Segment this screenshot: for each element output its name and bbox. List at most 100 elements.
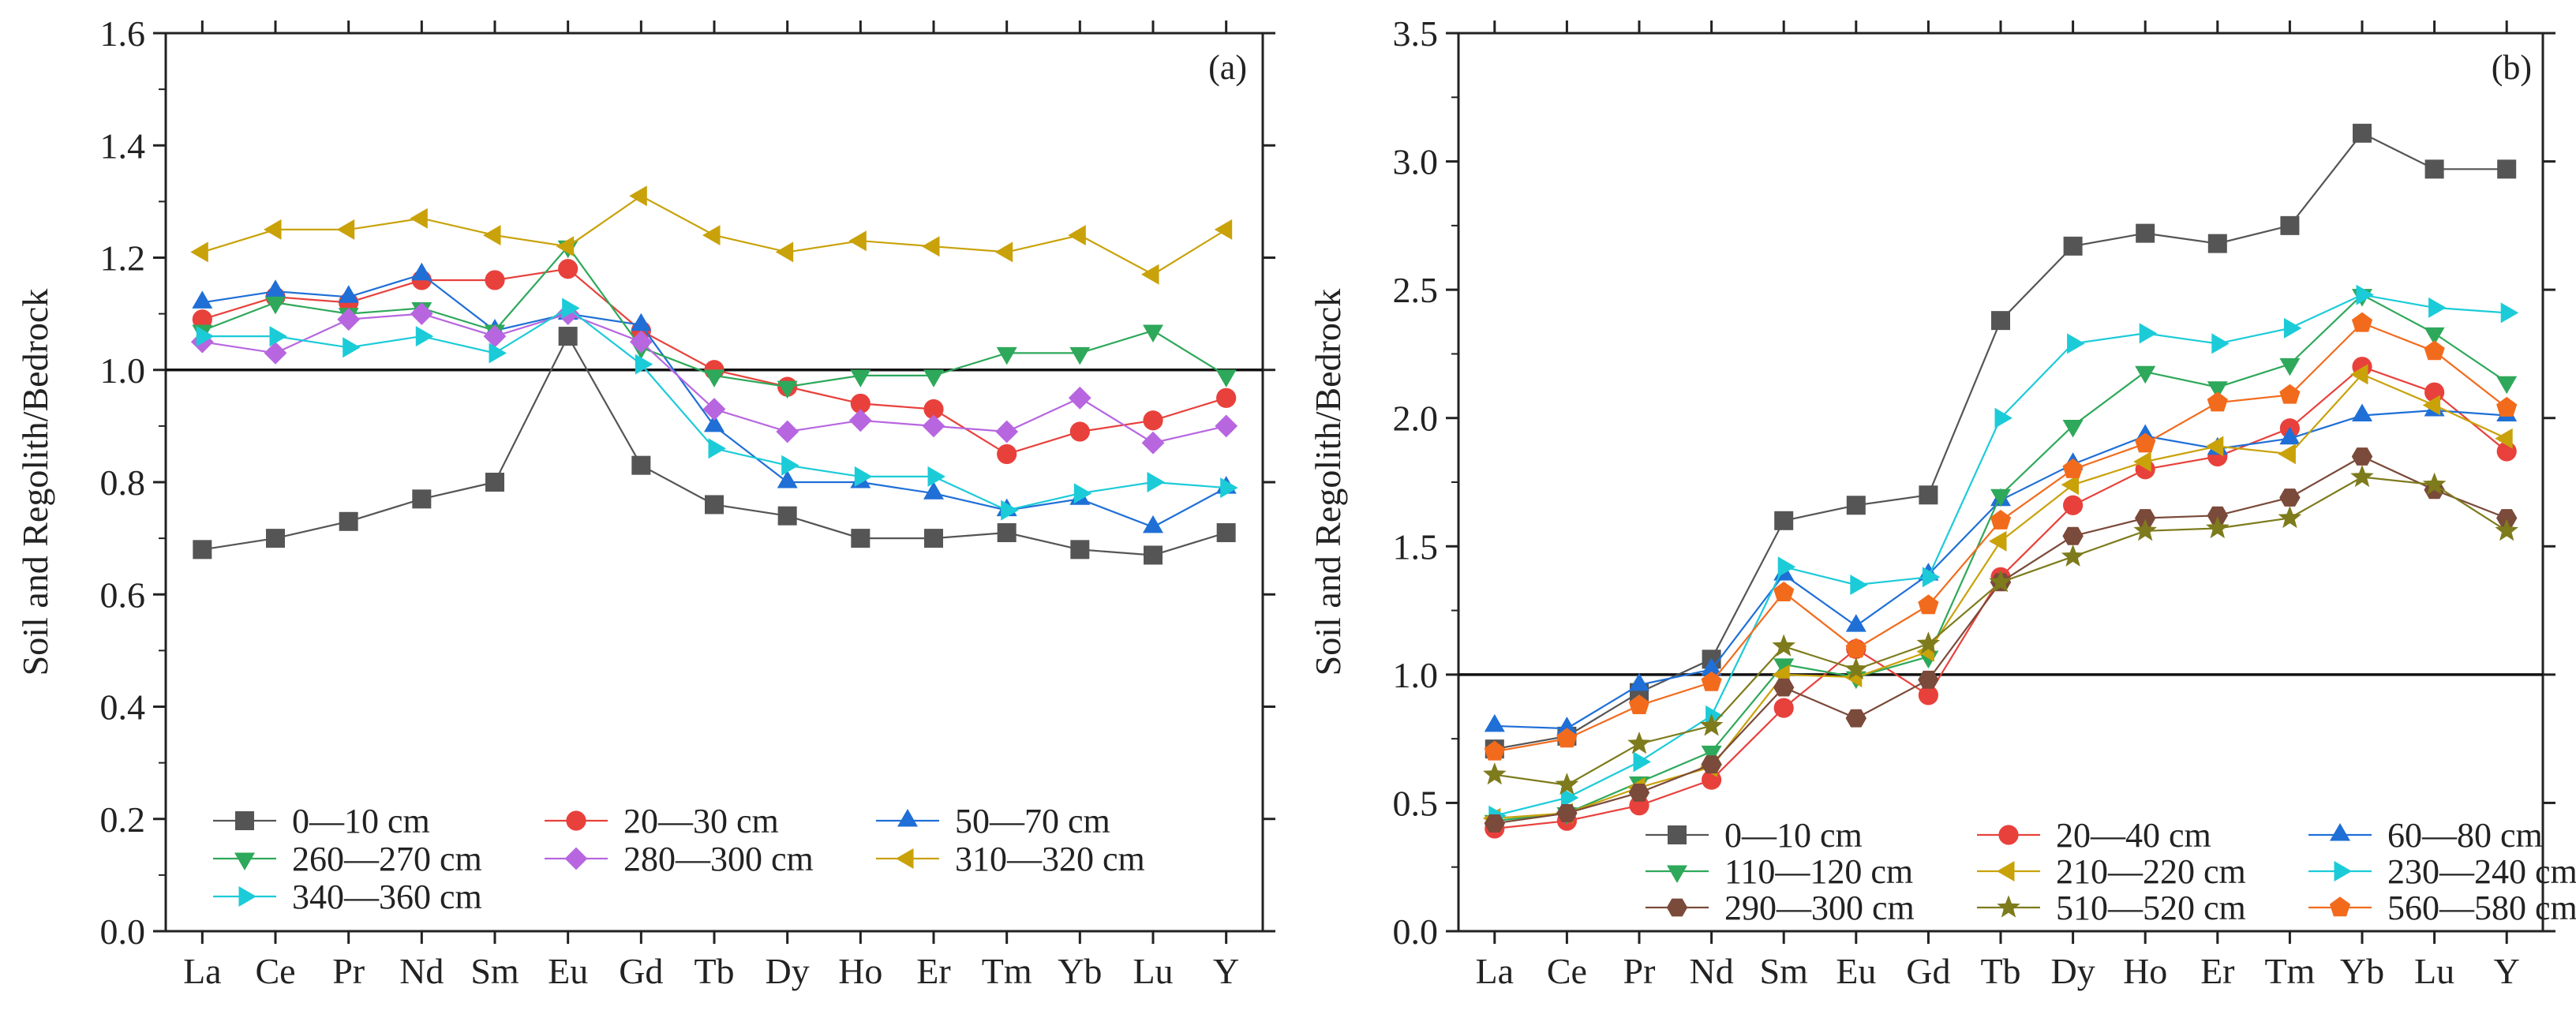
- x-tick-label: Pr: [332, 951, 365, 991]
- data-point: [2211, 333, 2230, 354]
- x-tick-label: Sm: [470, 951, 519, 991]
- data-point: [1143, 324, 1163, 342]
- plot-frame: [164, 32, 1264, 933]
- data-point: [635, 354, 653, 375]
- data-point: [1629, 672, 1649, 691]
- data-point: [2424, 340, 2445, 361]
- x-tick-label: Ho: [2123, 951, 2167, 991]
- legend-marker: [1666, 898, 1688, 917]
- data-point: [412, 489, 432, 509]
- data-point: [850, 393, 871, 414]
- data-point: [705, 495, 724, 515]
- data-point: [192, 309, 212, 330]
- x-tick-label: Tb: [1980, 951, 2020, 991]
- data-point: [2063, 236, 2083, 256]
- data-point: [485, 270, 505, 290]
- legend-marker: [1998, 825, 2019, 845]
- data-point: [343, 337, 361, 358]
- y-tick-label: 0.4: [100, 687, 146, 728]
- data-point: [1073, 483, 1092, 504]
- data-point: [556, 236, 575, 257]
- x-tick-label: La: [1476, 951, 1515, 991]
- x-tick-label: Tm: [2264, 951, 2315, 991]
- data-point: [1989, 570, 2012, 593]
- x-tick-label: Ce: [1547, 951, 1587, 991]
- data-point: [196, 326, 215, 347]
- data-point: [1144, 545, 1163, 565]
- data-point: [1845, 638, 1866, 658]
- data-point: [777, 380, 798, 399]
- y-tick-label: 0.0: [1393, 911, 1439, 952]
- data-point: [1845, 709, 1866, 728]
- data-point: [410, 302, 433, 325]
- data-point: [483, 225, 501, 245]
- x-tick-label: Tb: [694, 951, 734, 991]
- legend-marker: [2334, 861, 2352, 881]
- data-point: [704, 369, 724, 387]
- data-point: [1701, 745, 1722, 764]
- data-point: [2062, 420, 2084, 438]
- data-point: [1844, 657, 1868, 679]
- data-point: [1483, 762, 1507, 785]
- data-point: [269, 326, 287, 347]
- data-point: [1143, 410, 1163, 431]
- legend-label: 560—580 cm: [2387, 889, 2576, 927]
- data-point: [1555, 773, 1579, 795]
- legend-item: 260—270 cm: [213, 840, 482, 878]
- x-tick-label: Ho: [838, 951, 882, 991]
- data-point: [2062, 526, 2084, 545]
- data-point: [483, 324, 507, 348]
- series-square: [193, 327, 1236, 565]
- legend-marker: [234, 852, 255, 870]
- data-point: [2063, 495, 2084, 515]
- data-point: [1777, 556, 1796, 578]
- data-point: [1846, 496, 1866, 515]
- data-point: [2207, 391, 2228, 412]
- series-star: [1483, 464, 2518, 795]
- data-point: [1628, 694, 1650, 714]
- x-tick-label: Yb: [2340, 951, 2384, 991]
- x-tick-label: Eu: [548, 951, 588, 991]
- legend-label: 290—300 cm: [1724, 889, 1915, 927]
- data-point: [1560, 787, 1579, 808]
- legend-marker: [1997, 895, 2020, 918]
- data-point: [1216, 387, 1237, 408]
- data-point: [1556, 717, 1578, 735]
- data-point: [1991, 311, 2010, 331]
- x-tick-label: Tm: [982, 951, 1032, 991]
- x-tick-label: Pr: [1623, 951, 1656, 991]
- data-point: [923, 369, 944, 387]
- data-point: [2067, 333, 2085, 354]
- legend-marker: [564, 847, 588, 870]
- data-point: [923, 481, 944, 500]
- data-point: [702, 225, 721, 245]
- data-point: [1773, 582, 1795, 601]
- data-point: [1215, 414, 1238, 438]
- data-point: [1069, 421, 1090, 442]
- data-point: [265, 279, 286, 298]
- legend-item: 340—360 cm: [213, 878, 482, 916]
- data-point: [2496, 509, 2518, 527]
- data-point: [264, 342, 287, 365]
- data-point: [2062, 458, 2084, 478]
- y-tick-label: 0.8: [100, 462, 146, 503]
- y-axis-title: Soil and Regolith/Bedrock: [15, 289, 55, 676]
- data-point: [2422, 472, 2447, 495]
- data-point: [1918, 594, 1939, 615]
- data-point: [1556, 728, 1578, 748]
- y-tick-label: 1.2: [100, 238, 146, 279]
- data-point: [2135, 509, 2156, 527]
- data-point: [776, 420, 799, 444]
- x-tick-label: Dy: [2050, 951, 2095, 991]
- data-point: [2135, 365, 2156, 384]
- data-point: [562, 298, 580, 319]
- legend-item: 0—10 cm: [213, 802, 430, 840]
- data-point: [1484, 713, 1505, 732]
- data-point: [411, 262, 432, 281]
- data-point: [1220, 477, 1238, 499]
- data-point: [924, 529, 943, 548]
- data-point: [848, 409, 872, 432]
- data-point: [2424, 327, 2445, 346]
- data-point: [2139, 323, 2158, 344]
- x-tick-label: Nd: [399, 951, 444, 991]
